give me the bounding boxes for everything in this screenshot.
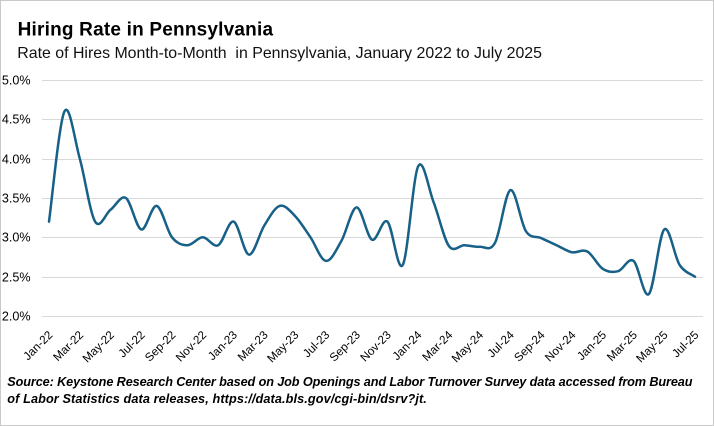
svg-text:Rate of Hires Month-to-Month: Rate of Hires Month-to-Month in Pennsylv… [17, 45, 542, 62]
svg-text:3.0%: 3.0% [2, 230, 31, 244]
svg-text:2.0%: 2.0% [2, 309, 31, 323]
svg-text:Hiring Rate in Pennsylvania: Hiring Rate in Pennsylvania [18, 19, 274, 40]
svg-text:5.0%: 5.0% [2, 73, 31, 87]
svg-text:3.5%: 3.5% [2, 191, 31, 205]
svg-text:4.0%: 4.0% [2, 152, 31, 166]
svg-text:2.5%: 2.5% [2, 270, 31, 284]
svg-text:4.5%: 4.5% [2, 112, 31, 126]
svg-text:Source: Keystone Research Cent: Source: Keystone Research Center based o… [7, 375, 692, 389]
svg-text:of Labor Statistics data relea: of Labor Statistics data releases, https… [7, 392, 427, 406]
